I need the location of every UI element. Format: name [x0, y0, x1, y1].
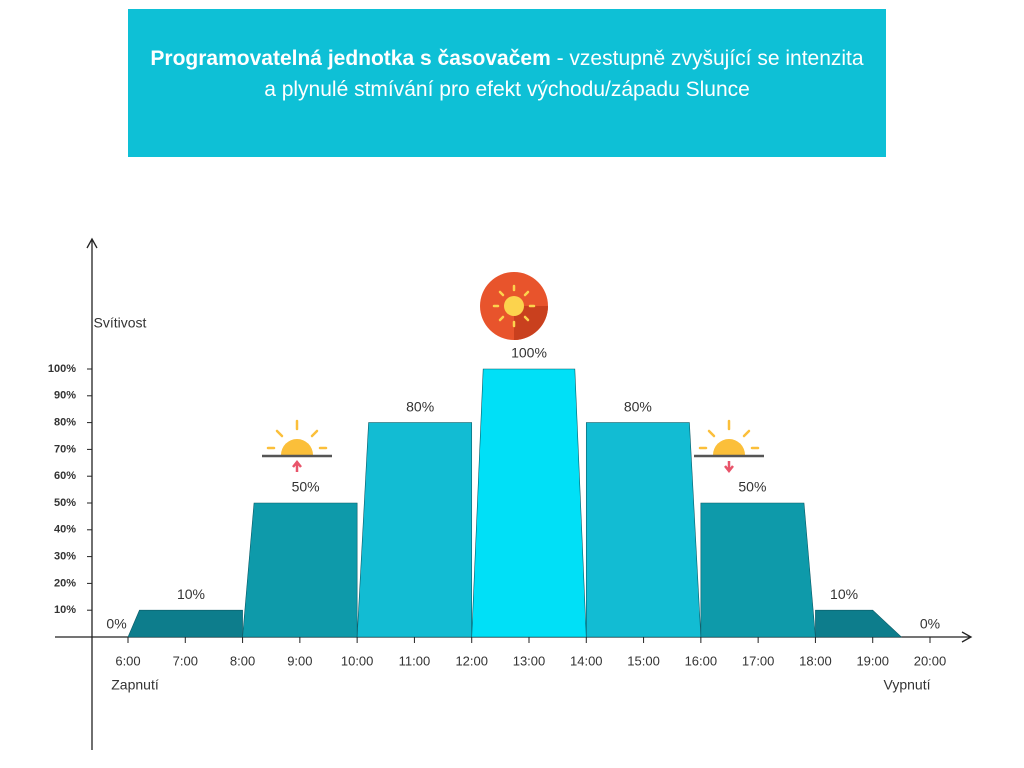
segment — [585, 422, 702, 638]
value-label: 0% — [920, 616, 940, 632]
value-label: 50% — [738, 479, 766, 495]
x-tick-label: 8:00 — [230, 653, 255, 668]
x-tick-label: 9:00 — [287, 653, 312, 668]
x-tick-label: 13:00 — [513, 653, 546, 668]
start-label: Zapnutí — [111, 677, 159, 693]
value-label: 80% — [624, 398, 652, 414]
x-tick-label: 16:00 — [685, 653, 718, 668]
y-tick-label: 20% — [54, 577, 76, 589]
segment — [471, 368, 587, 638]
title-rest: - vzestupně zvyšující se intenzita a ply… — [264, 47, 864, 101]
sunrise-icon — [262, 419, 332, 472]
y-tick-label: 100% — [48, 363, 76, 375]
y-axis-label: Svítivost — [94, 315, 147, 331]
segment — [815, 609, 903, 638]
value-label: 100% — [511, 345, 547, 361]
value-label: 0% — [106, 616, 126, 632]
x-tick-label: 6:00 — [115, 653, 140, 668]
x-tick-label: 12:00 — [455, 653, 488, 668]
y-tick-label: 10% — [54, 604, 76, 616]
y-tick-label: 80% — [54, 417, 76, 429]
segment — [700, 502, 816, 638]
y-tick-label: 90% — [54, 390, 76, 402]
x-tick-label: 15:00 — [627, 653, 660, 668]
y-tick-label: 30% — [54, 551, 76, 563]
x-tick-label: 20:00 — [914, 653, 947, 668]
value-label: 50% — [292, 479, 320, 495]
y-tick-label: 70% — [54, 443, 76, 455]
sunset-icon — [694, 419, 764, 474]
x-tick-label: 10:00 — [341, 653, 374, 668]
value-label: 10% — [177, 586, 205, 602]
segment — [242, 502, 358, 638]
x-tick-label: 17:00 — [742, 653, 775, 668]
value-label: 80% — [406, 398, 434, 414]
title: Programovatelná jednotka s časovačem — [150, 47, 551, 70]
y-tick-label: 50% — [54, 497, 76, 509]
y-tick-label: 40% — [54, 524, 76, 536]
segment — [127, 609, 243, 638]
x-tick-label: 14:00 — [570, 653, 603, 668]
x-tick-label: 7:00 — [173, 653, 198, 668]
x-tick-label: 11:00 — [399, 653, 431, 668]
x-tick-label: 19:00 — [856, 653, 889, 668]
x-tick-label: 18:00 — [799, 653, 832, 668]
value-label: 10% — [830, 586, 858, 602]
header: Programovatelná jednotka s časovačem - v… — [128, 9, 886, 157]
sun-icon — [480, 272, 548, 340]
y-tick-label: 60% — [54, 470, 76, 482]
segment — [356, 422, 473, 638]
end-label: Vypnutí — [884, 677, 931, 693]
